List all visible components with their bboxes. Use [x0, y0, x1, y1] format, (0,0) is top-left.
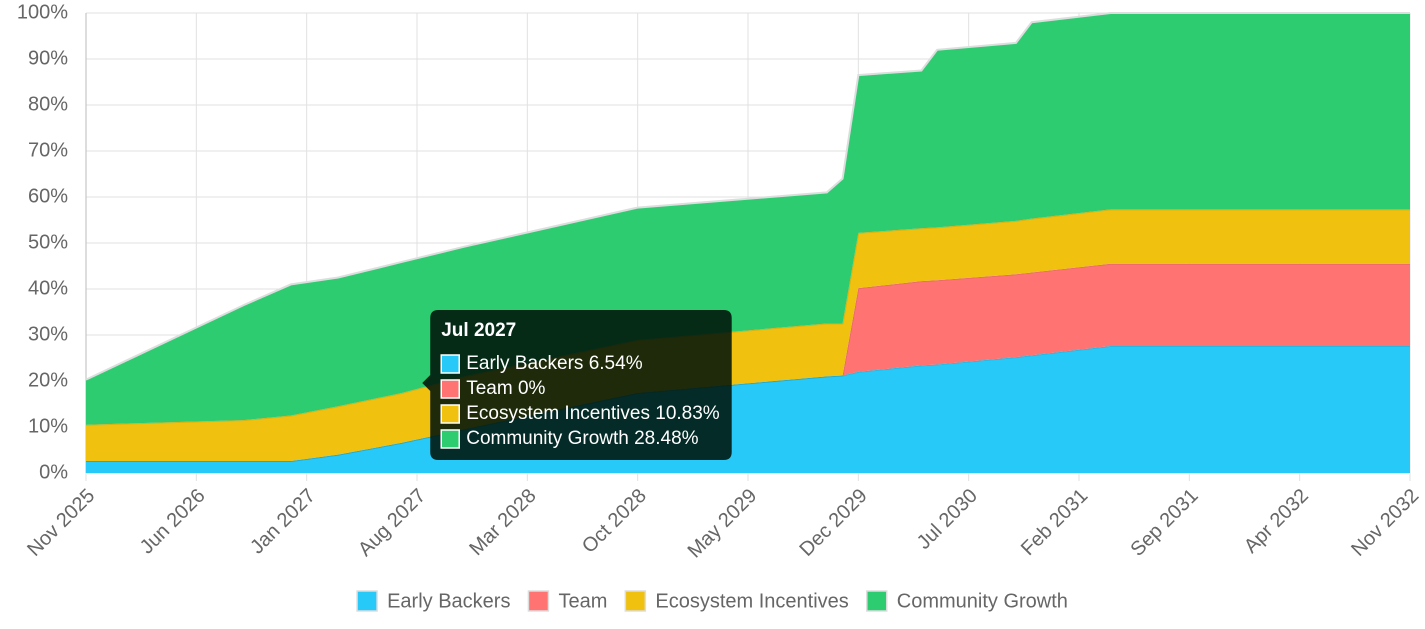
x-tick-label: Feb 2031	[1017, 485, 1092, 560]
x-tick-label: Oct 2028	[578, 485, 651, 558]
x-tick-label: Nov 2025	[23, 485, 99, 561]
tooltip-swatch	[440, 429, 460, 449]
tooltip-swatch	[440, 354, 460, 374]
tooltip-box	[422, 310, 732, 460]
legend-swatch	[527, 590, 550, 612]
y-tick-label: 40%	[28, 277, 68, 299]
legend-label: Early Backers	[387, 590, 510, 612]
area	[86, 209, 1410, 462]
x-tick-label: Aug 2027	[354, 485, 430, 561]
y-tick-label: 10%	[28, 415, 68, 437]
legend-swatch	[624, 590, 647, 612]
x-tick-label: Jan 2027	[246, 485, 320, 559]
x-tick-label: Jun 2026	[136, 485, 210, 559]
y-tick-label: 20%	[28, 369, 68, 391]
tooltip-item: Ecosystem Incentives 10.83%	[466, 403, 720, 424]
area	[86, 346, 1410, 473]
legend-item: Team	[527, 590, 607, 612]
x-tick-label: May 2029	[684, 485, 762, 563]
y-tick-label: 30%	[28, 323, 68, 345]
x-tick-label: Apr 2032	[1240, 485, 1313, 558]
legend-label: Team	[558, 590, 607, 612]
y-tick-label: 80%	[28, 93, 68, 115]
area	[86, 263, 1410, 462]
x-tick-label: Dec 2029	[796, 485, 872, 561]
legend-swatch	[356, 590, 378, 612]
x-tick-label: Jul 2030	[913, 485, 982, 554]
y-tick-label: 100%	[17, 1, 68, 23]
y-tick-label: 70%	[28, 139, 68, 161]
legend-item: Community Growth	[866, 590, 1068, 612]
tooltip-swatch	[440, 379, 460, 399]
y-tick-label: 50%	[28, 231, 68, 253]
tooltip-item: Early Backers 6.54%	[466, 353, 642, 374]
tooltip-title: Jul 2027	[441, 320, 516, 341]
area-line	[85, 12, 1410, 381]
tooltip: Jul 2027 Early Backers 6.54% Team 0% Ecosys…	[422, 310, 732, 460]
legend-swatch	[866, 590, 888, 612]
y-tick-label: 0%	[39, 461, 68, 483]
legend-label: Ecosystem Incentives	[655, 590, 848, 612]
area	[86, 13, 1410, 425]
tooltip-item: Community Growth 28.48%	[466, 428, 698, 449]
legend-item: Ecosystem Incentives	[624, 590, 849, 612]
legend-label: Community Growth	[897, 590, 1068, 612]
tooltip-swatch	[440, 404, 460, 424]
legend: Early Backers Team Ecosystem Incentives Com…	[356, 590, 1068, 612]
x-tick-label: Sep 2031	[1126, 485, 1202, 561]
x-tick-label: Mar 2028	[465, 485, 540, 560]
y-tick-label: 90%	[28, 47, 68, 69]
y-tick-label: 60%	[28, 185, 68, 207]
legend-item: Early Backers	[356, 590, 510, 612]
tooltip-item: Team 0%	[466, 378, 545, 399]
x-tick-label: Nov 2032	[1347, 485, 1423, 561]
